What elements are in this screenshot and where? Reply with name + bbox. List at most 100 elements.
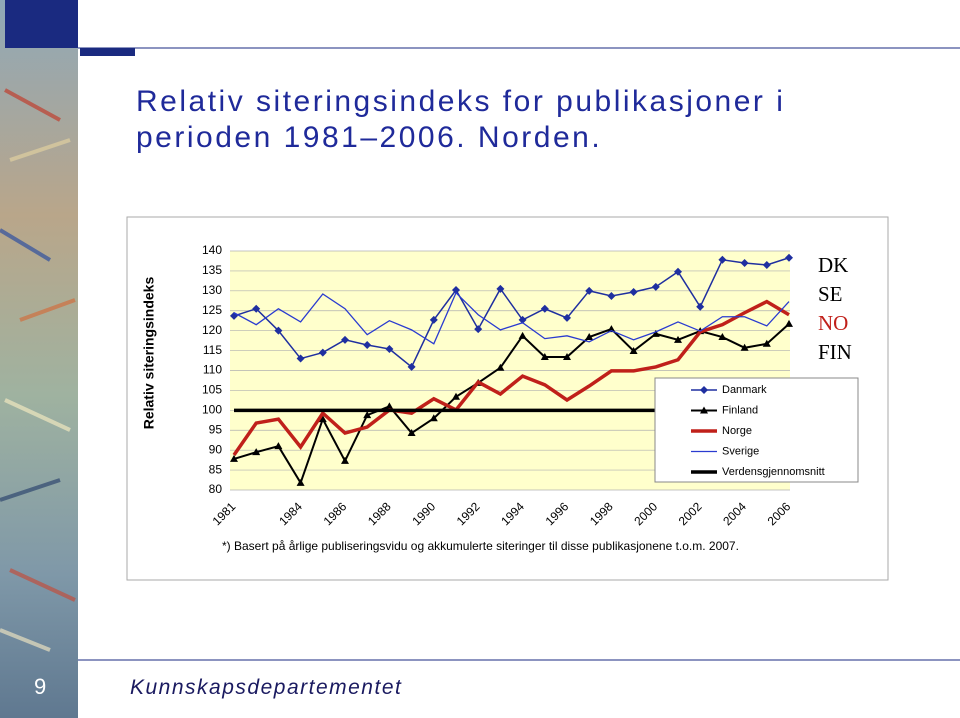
- marker: [518, 331, 527, 339]
- marker: [274, 442, 283, 450]
- painting-strip: [0, 0, 78, 718]
- legend-label: Danmark: [722, 384, 767, 396]
- marker: [563, 352, 571, 360]
- title-line: perioden 1981–2006. Norden.: [136, 121, 603, 154]
- marker: [540, 352, 549, 360]
- x-tick-label: 1998: [587, 499, 616, 528]
- y-tick-label: 135: [202, 263, 222, 277]
- marker: [296, 354, 305, 363]
- marker: [585, 333, 594, 341]
- marker: [318, 348, 327, 357]
- x-tick-label: 1988: [365, 499, 394, 528]
- marker: [629, 346, 638, 354]
- x-tick-label: 1986: [321, 499, 350, 528]
- slide-title: Relativ siteringsindeks for publikasjone…: [136, 84, 785, 156]
- x-tick-label: 2002: [676, 499, 705, 528]
- legend-marker: [700, 386, 708, 394]
- y-tick-label: 120: [202, 323, 222, 337]
- y-tick-label: 125: [202, 303, 222, 317]
- marker: [496, 284, 505, 293]
- marker: [452, 286, 460, 295]
- y-tick-label: 115: [203, 343, 222, 357]
- marker: [651, 282, 660, 291]
- marker: [252, 304, 261, 313]
- marker: [718, 333, 727, 341]
- painting-strokes: [0, 88, 76, 652]
- y-tick-label: 80: [209, 482, 223, 496]
- marker: [696, 302, 705, 311]
- annotation: SE: [818, 282, 843, 306]
- y-tick-label: 95: [209, 422, 223, 436]
- marker: [363, 411, 372, 419]
- marker: [740, 258, 749, 267]
- marker: [607, 325, 616, 333]
- legend-box: [654, 377, 859, 483]
- marker: [341, 456, 349, 464]
- marker: [563, 313, 571, 322]
- marker: [474, 325, 483, 334]
- marker: [607, 292, 616, 301]
- marker: [429, 315, 438, 324]
- marker: [740, 343, 749, 351]
- y-tick-label: 130: [202, 283, 222, 297]
- marker: [540, 304, 549, 313]
- marker: [407, 429, 416, 437]
- marker: [785, 319, 793, 327]
- y-tick-label: 85: [209, 462, 223, 476]
- marker: [252, 448, 261, 456]
- marker: [518, 315, 527, 324]
- footnote: *) Basert på årlige publiseringsvidu og …: [222, 539, 739, 553]
- y-tick-label: 105: [202, 383, 222, 397]
- legend-label: Sverige: [722, 445, 759, 457]
- top-accent: [80, 48, 135, 56]
- legend-label: Norge: [722, 425, 752, 437]
- page-number: 9: [34, 674, 47, 699]
- marker: [718, 255, 727, 264]
- marker: [296, 478, 305, 486]
- y-tick-label: 90: [209, 442, 223, 456]
- y-tick-label: 100: [202, 403, 222, 417]
- legend-label: Finland: [722, 404, 758, 416]
- marker: [629, 288, 638, 297]
- corner-block: [5, 0, 78, 48]
- x-tick-label: 1990: [409, 499, 438, 528]
- title-line: Relativ siteringsindeks for publikasjone…: [136, 85, 786, 118]
- marker: [674, 267, 682, 276]
- x-tick-label: 1981: [210, 499, 239, 528]
- x-tick-label: 1994: [498, 499, 527, 528]
- legend-label: Verdensgjennomsnitt: [722, 466, 825, 478]
- marker: [318, 415, 327, 423]
- marker: [407, 362, 416, 371]
- marker: [452, 392, 460, 400]
- y-tick-label: 110: [203, 363, 222, 377]
- x-tick-label: 1984: [276, 499, 305, 528]
- marker: [785, 253, 793, 262]
- annotation: FIN: [818, 340, 852, 364]
- marker: [674, 335, 682, 343]
- marker: [762, 260, 771, 269]
- x-tick-label: 1992: [454, 499, 483, 528]
- marker: [385, 344, 394, 353]
- legend-marker: [700, 406, 708, 414]
- marker: [585, 286, 594, 295]
- marker: [274, 326, 283, 335]
- marker: [496, 363, 505, 371]
- annotation: DK: [818, 253, 848, 277]
- annotation: NO: [818, 311, 848, 335]
- series-line: [233, 291, 790, 345]
- series-line: [233, 257, 790, 369]
- x-tick-label: 2006: [765, 499, 794, 528]
- marker: [429, 414, 438, 422]
- y-axis-label: Relativ siteringsindeks: [141, 277, 157, 430]
- series-line: [232, 299, 790, 456]
- series-line: [233, 323, 790, 486]
- marker: [341, 335, 349, 344]
- x-tick-label: 2004: [720, 499, 749, 528]
- marker: [762, 339, 771, 347]
- footer: Kunnskapsdepartementet: [130, 676, 403, 699]
- marker: [651, 329, 660, 337]
- y-tick-label: 140: [202, 243, 222, 257]
- x-tick-label: 2000: [631, 499, 660, 528]
